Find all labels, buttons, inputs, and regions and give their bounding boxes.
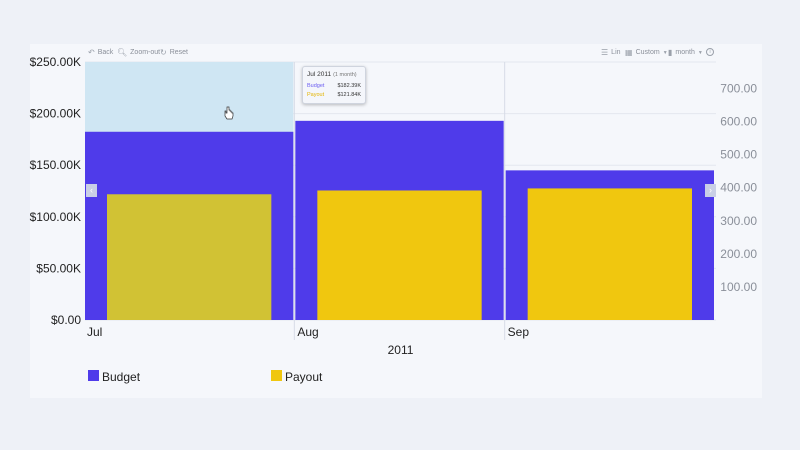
bar-payout-sep — [527, 188, 692, 320]
magnifier-icon: 🔍︎ — [117, 48, 128, 57]
lin-label: Lin — [611, 49, 621, 56]
tooltip-budget-label: Budget — [307, 83, 325, 89]
y-right-tick-label: 500.00 — [720, 148, 757, 162]
tooltip-budget-value: $182.39K — [337, 83, 361, 89]
y-left-tick-label: $150.00K — [30, 158, 81, 172]
hand-cursor-icon — [224, 106, 234, 120]
caret-down-icon: ▼ — [662, 49, 668, 56]
x-tick-label: Sep — [508, 325, 530, 339]
back-label: Back — [97, 49, 114, 56]
tooltip-payout-value: $121.84K — [337, 92, 361, 98]
caret-down-icon: ▼ — [697, 49, 703, 56]
legend-label-budget: Budget — [102, 370, 141, 384]
reset-button[interactable]: ↻ Reset — [160, 48, 188, 57]
reset-label: Reset — [169, 49, 188, 56]
y-right-tick-label: 700.00 — [720, 81, 757, 95]
calendar-icon: ▦ — [625, 48, 633, 57]
tooltip-title: Jul 2011 (1 month) — [307, 71, 357, 78]
back-button[interactable]: ↶ Back — [88, 48, 113, 57]
bar-payout-jul — [107, 194, 272, 320]
tooltip: Jul 2011 (1 month) Budget $182.39K Payout… — [302, 66, 366, 104]
reset-icon: ↻ — [160, 48, 167, 57]
info-button[interactable]: i — [706, 48, 714, 56]
tooltip-range: (1 month) — [333, 72, 357, 78]
bar-chart-icon: ▮ — [668, 48, 673, 57]
legend-label-payout: Payout — [285, 370, 323, 384]
y-right-tick-label: 200.00 — [720, 247, 757, 261]
y-left-tick-label: $50.00K — [36, 261, 81, 275]
y-right-tick-label: 300.00 — [720, 214, 757, 228]
y-right-tick-label: 600.00 — [720, 115, 757, 129]
y-right-tick-label: 400.00 — [720, 181, 757, 195]
scroll-left-arrow[interactable]: ‹ — [86, 184, 97, 197]
legend-swatch-payout — [271, 370, 282, 381]
tooltip-date: Jul 2011 — [307, 71, 332, 78]
legend: Budget Payout — [88, 370, 323, 384]
y-left-tick-label: $200.00K — [30, 107, 81, 121]
scale-lin-button[interactable]: ☰ Lin — [601, 48, 621, 57]
axes: $0.00 $50.00K $100.00K $150.00K $200.00K $250… — [30, 55, 758, 357]
y-left-tick-label: $0.00 — [51, 313, 81, 327]
month-label: month — [675, 49, 695, 56]
info-icon: i — [706, 48, 714, 56]
y-left-tick-label: $100.00K — [30, 210, 81, 224]
scroll-right-arrow[interactable]: › — [705, 184, 716, 197]
x-tick-label: Aug — [297, 325, 318, 339]
custom-label: Custom — [635, 49, 660, 56]
bars — [85, 62, 714, 320]
zoom-out-label: Zoom-out — [130, 49, 161, 56]
tooltip-row-payout: Payout $121.84K — [307, 92, 361, 98]
y-left-tick-label: $250.00K — [30, 55, 81, 69]
tooltip-row-budget: Budget $182.39K — [307, 83, 361, 89]
back-arrow-icon: ↶ — [88, 48, 95, 57]
custom-range-dropdown[interactable]: ▦ Custom ▼ — [625, 48, 668, 57]
x-axis-title: 2011 — [388, 343, 414, 357]
legend-swatch-budget — [88, 370, 99, 381]
x-tick-label: Jul — [87, 325, 102, 339]
y-right-tick-label: 100.00 — [720, 280, 757, 294]
tooltip-payout-label: Payout — [307, 92, 325, 98]
bar-payout-aug — [317, 190, 482, 320]
lines-icon: ☰ — [601, 48, 609, 57]
zoom-out-button[interactable]: 🔍︎ Zoom-out — [117, 48, 160, 57]
period-dropdown[interactable]: ▮ month ▼ — [668, 48, 703, 57]
